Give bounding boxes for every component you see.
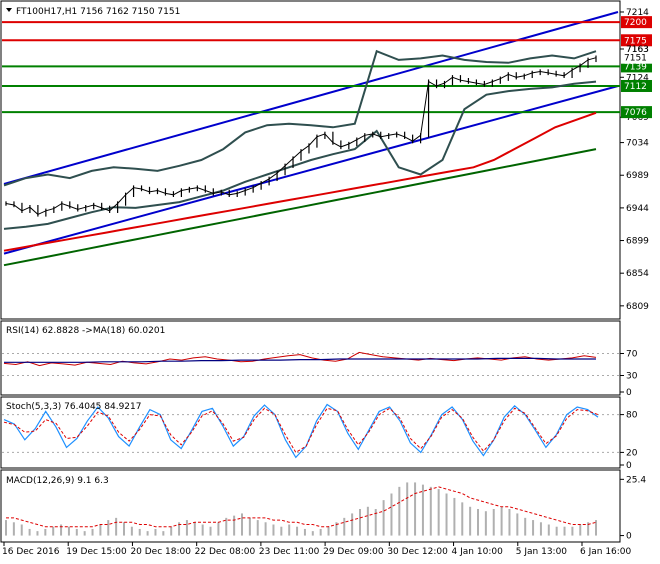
- rsi-line: [3, 351, 597, 367]
- rsi-ma-line: [4, 357, 596, 363]
- bollinger-upper-line: [3, 49, 597, 187]
- x-tick-label: 23 Dec 11:00: [259, 547, 320, 557]
- level-badge-label-7139: 7139: [624, 62, 647, 72]
- x-tick-label: 30 Dec 12:00: [387, 547, 448, 557]
- close-price-line: [5, 57, 597, 215]
- fast-ma-line: [3, 111, 597, 252]
- stoch-signal-line: [3, 407, 599, 454]
- x-tick-label: 20 Dec 18:00: [130, 547, 191, 557]
- stoch-y-tick-label: 20: [626, 448, 638, 458]
- extra-price-label: 7163: [626, 45, 649, 55]
- x-tick-label: 5 Jan 13:00: [516, 547, 568, 557]
- level-badge-7175: [621, 34, 652, 47]
- stoch-panel: [0, 396, 621, 469]
- rsi-header: RSI(14) 62.8828 ->MA(18) 60.0201: [6, 326, 165, 336]
- x-tick-label: 6 Jan 16:00: [580, 547, 632, 557]
- main-y-tick-label: 6854: [626, 269, 649, 279]
- axis-layer: 7214 7163 7124 7069 7034 6989 6944 6899 6854 6809…: [2, 8, 652, 557]
- main-y-tick-label: 7124: [626, 73, 649, 83]
- macd-plot-layer: [5, 482, 597, 536]
- main-y-tick-label: 7034: [626, 139, 649, 149]
- rsi-y-tick-label: 70: [626, 350, 638, 360]
- x-tick-label: 29 Dec 09:00: [323, 547, 384, 557]
- macd-header: MACD(12,26,9) 9.1 6.3: [6, 476, 109, 486]
- trend-channel-line-2: [3, 85, 619, 255]
- macd-y-tick-label: 0: [626, 532, 632, 542]
- rsi-y-tick-label: 30: [626, 372, 638, 382]
- level-badge-7076: [621, 106, 652, 119]
- level-badge-label-7076: 7076: [624, 108, 647, 118]
- main-plot-layer: [2, 11, 620, 267]
- main-y-tick-label: 6989: [626, 171, 649, 181]
- main-header: FT100H17,H1 7156 7162 7150 7151: [16, 7, 180, 17]
- slow-ma-line: [3, 148, 597, 267]
- collapse-triangle-icon[interactable]: [6, 8, 12, 12]
- stoch-main-line: [3, 403, 599, 459]
- stoch-plot-layer: [2, 403, 620, 459]
- main-y-tick-label: 6809: [626, 302, 649, 312]
- level-badge-7112: [621, 79, 652, 92]
- stoch-y-tick-label: 0: [626, 461, 632, 471]
- x-tick-label: 19 Dec 15:00: [66, 547, 127, 557]
- level-badge-label-7200: 7200: [624, 18, 647, 28]
- level-badge-7200: [621, 16, 652, 29]
- macd-y-tick-label: 25.4: [626, 475, 646, 485]
- macd-signal-line: [6, 486, 597, 528]
- main-y-tick-label: 6899: [626, 237, 649, 247]
- level-badge-label-7175: 7175: [624, 36, 647, 46]
- main-y-tick-label: 7163: [626, 45, 649, 55]
- current-price-badge: [621, 51, 652, 64]
- rsi-y-tick-label: 0: [626, 388, 632, 398]
- level-badge-label-7112: 7112: [624, 82, 647, 92]
- bollinger-lower-line: [3, 80, 597, 230]
- x-tick-label: 22 Dec 08:00: [195, 547, 256, 557]
- x-tick-label: 4 Jan 10:00: [452, 547, 504, 557]
- rsi-plot-layer: [2, 351, 620, 376]
- stoch-header: Stoch(5,3,3) 76.4045 84.9217: [6, 402, 141, 412]
- main-y-tick-label: 7069: [626, 113, 649, 123]
- stoch-y-tick-label: 80: [626, 411, 638, 421]
- main-y-tick-label: 6944: [626, 204, 649, 214]
- main-y-tick-label: 7214: [626, 8, 649, 18]
- x-tick-label: 16 Dec 2016: [2, 547, 60, 557]
- current-price-label: 7151: [624, 54, 647, 64]
